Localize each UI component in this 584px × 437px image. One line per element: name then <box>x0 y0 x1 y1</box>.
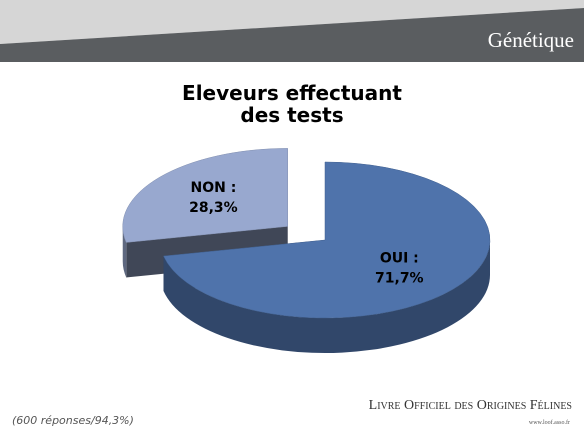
slice-side <box>163 240 490 353</box>
logo: Livre Officiel des Origines Félines <box>368 398 572 413</box>
header-title: Génétique <box>488 28 574 52</box>
chart-title: Eleveurs effectuant des tests <box>182 81 402 127</box>
header-band-light <box>0 0 584 44</box>
slice-label: OUI : <box>380 251 419 267</box>
url: www.loof.asso.fr <box>528 420 570 426</box>
slice <box>122 148 288 243</box>
slice-value-label: 71,7% <box>375 271 424 287</box>
slice-label: NON : <box>191 180 237 196</box>
slice-side <box>122 226 127 278</box>
slice-value-label: 28,3% <box>189 200 238 216</box>
footnote: (600 réponses/94,3%) <box>12 414 134 427</box>
slice <box>163 161 491 319</box>
header-band <box>0 8 584 62</box>
